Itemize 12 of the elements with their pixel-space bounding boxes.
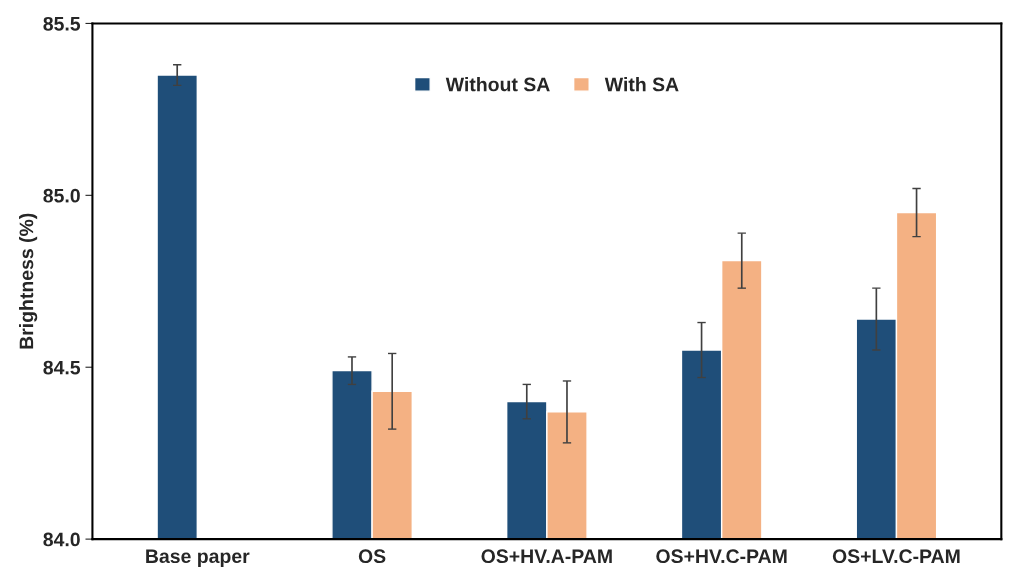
y-tick-label: 84.5 [43, 360, 81, 375]
legend-label: Without SA [445, 77, 550, 92]
legend-label: With SA [604, 77, 679, 92]
x-tick-label: OS+HV.C-PAM [656, 549, 787, 564]
x-tick-label: OS+LV.C-PAM [832, 549, 960, 564]
x-tick-label: OS [358, 549, 386, 564]
y-axis-title: Brightness (%) [19, 213, 38, 349]
x-tick-label: Base paper [146, 549, 250, 567]
y-tick-label: 85.0 [43, 188, 80, 203]
y-tick-label: 84.0 [43, 532, 80, 547]
y-tick-label: 85.5 [43, 16, 81, 31]
x-tick-label: OS+HV.A-PAM [481, 549, 612, 564]
